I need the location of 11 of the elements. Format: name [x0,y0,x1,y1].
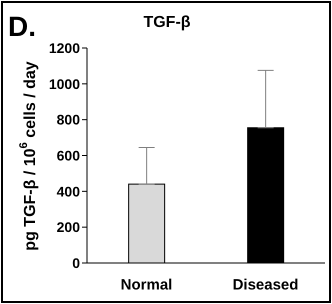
chart-title: TGF-β [143,14,191,30]
y-tick-label: 800 [56,112,80,128]
y-tick-label: 600 [56,147,80,164]
y-tick-label: 400 [56,183,80,200]
y-tick-label: 1200 [48,40,80,56]
y-tick-label: 0 [72,254,80,271]
y-tick-label: 1000 [48,76,80,92]
x-tick-label: Normal [120,276,172,294]
text: D. [8,11,36,42]
y-tick-label: 200 [56,219,80,236]
x-tick-label: Diseased [232,276,298,294]
